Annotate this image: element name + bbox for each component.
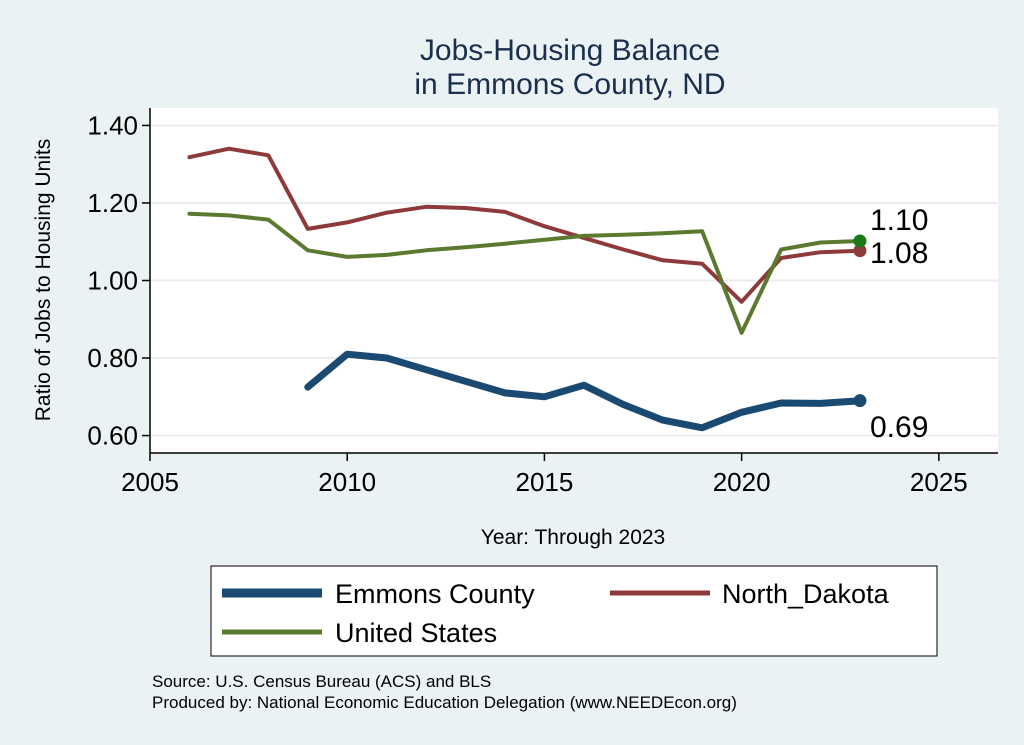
x-tick-label-2020: 2020 bbox=[713, 467, 771, 497]
end-label-emmons-county: 0.69 bbox=[870, 411, 928, 444]
x-axis-ticks: 2005 2010 2015 2020 2025 bbox=[121, 453, 968, 497]
series-line-emmons-county bbox=[304, 350, 864, 432]
x-tick-label-2025: 2025 bbox=[910, 467, 968, 497]
x-tick-label-2010: 2010 bbox=[318, 467, 376, 497]
source-note: Source: U.S. Census Bureau (ACS) and BLS… bbox=[152, 672, 737, 712]
series-line-north-dakota bbox=[187, 146, 862, 304]
chart-title-line-2: in Emmons County, ND bbox=[414, 68, 725, 101]
chart-title-line-1: Jobs-Housing Balance bbox=[420, 34, 720, 67]
x-tick-label-2005: 2005 bbox=[121, 467, 179, 497]
y-tick-label-1.20: 1.20 bbox=[87, 188, 138, 218]
y-axis-label: Ratio of Jobs to Housing Units bbox=[32, 139, 55, 421]
y-tick-label-1.40: 1.40 bbox=[87, 110, 138, 140]
end-label-united-states: 1.10 bbox=[870, 204, 928, 237]
legend-label-united-states: United States bbox=[335, 618, 497, 648]
chart-title: Jobs-Housing Balance in Emmons County, N… bbox=[414, 34, 725, 101]
legend: Emmons County North_Dakota United States bbox=[210, 565, 938, 657]
end-label-north-dakota: 1.08 bbox=[870, 237, 928, 270]
end-labels: 1.10 1.08 0.69 bbox=[870, 204, 928, 444]
end-marker-united-states bbox=[853, 234, 867, 248]
source-line-1: Source: U.S. Census Bureau (ACS) and BLS bbox=[152, 672, 491, 691]
y-axis-ticks: 0.60 0.80 1.00 1.20 1.40 bbox=[87, 110, 150, 451]
legend-label-emmons-county: Emmons County bbox=[335, 579, 535, 609]
end-marker-north-dakota bbox=[853, 244, 867, 258]
series-end-markers bbox=[853, 234, 867, 408]
y-tick-label-1.00: 1.00 bbox=[87, 266, 138, 296]
grid-lines bbox=[150, 124, 998, 437]
y-tick-label-0.60: 0.60 bbox=[87, 421, 138, 451]
legend-box bbox=[210, 565, 938, 657]
x-tick-label-2015: 2015 bbox=[515, 467, 573, 497]
end-marker-emmons-county bbox=[853, 394, 867, 408]
legend-label-north-dakota: North_Dakota bbox=[722, 579, 890, 609]
y-tick-label-0.80: 0.80 bbox=[87, 343, 138, 373]
x-axis-label: Year: Through 2023 bbox=[481, 526, 666, 549]
series-lines bbox=[187, 146, 864, 432]
series-line-united-states bbox=[187, 211, 862, 335]
source-line-2: Produced by: National Economic Education… bbox=[152, 693, 737, 712]
